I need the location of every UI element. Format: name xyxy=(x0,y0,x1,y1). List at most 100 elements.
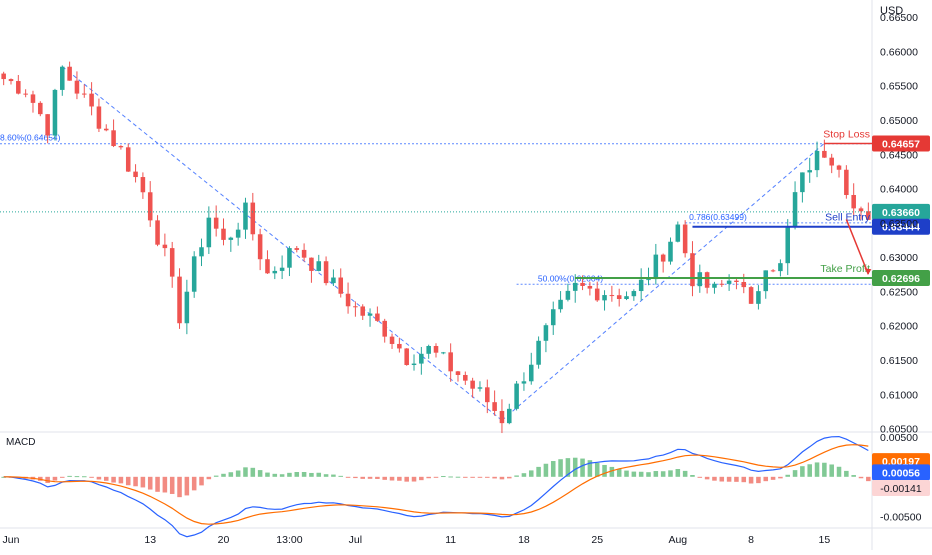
macd-histogram-bar xyxy=(770,476,776,480)
candle-up xyxy=(726,280,732,284)
candle-up xyxy=(763,270,769,292)
macd-histogram-bar xyxy=(697,476,703,478)
candle-down xyxy=(294,248,300,250)
macd-histogram-bar xyxy=(792,470,798,477)
macd-histogram-bar xyxy=(638,471,644,477)
candle-down xyxy=(38,102,43,115)
fib-level-label: 8.60%(0.64654) xyxy=(0,133,61,143)
macd-histogram-bar xyxy=(133,476,138,487)
candle-down xyxy=(836,165,842,170)
macd-histogram-bar xyxy=(822,462,827,477)
candle-down xyxy=(734,280,739,282)
macd-histogram-bar xyxy=(213,475,219,477)
axes: 0.66500 0.66000 0.65500 0.65000 0.64500 0.640… xyxy=(3,12,922,546)
price-axis-badge-label: 0.62696 xyxy=(882,273,920,285)
candle-up xyxy=(521,381,527,384)
candle-down xyxy=(433,345,439,353)
price-axis-badge xyxy=(872,135,930,152)
price-tick-label: 0.64500 xyxy=(880,149,918,161)
candle-down xyxy=(1,73,6,80)
macd-histogram-bar xyxy=(463,476,468,478)
macd-histogram-bar xyxy=(411,476,417,482)
candle-down xyxy=(829,157,834,166)
candle-down xyxy=(301,249,307,258)
price-tick-label: 0.61000 xyxy=(880,389,918,401)
candle-down xyxy=(704,272,710,288)
macd-histogram-bar xyxy=(470,476,475,478)
candle-down xyxy=(844,169,849,195)
macd-histogram-bar xyxy=(477,476,483,478)
macd-histogram-bar xyxy=(89,476,94,478)
candle-down xyxy=(309,257,314,271)
macd-histogram-bar xyxy=(60,476,65,478)
candle-down xyxy=(580,282,585,286)
candle-up xyxy=(60,66,65,90)
macd-histogram-bar xyxy=(206,476,212,480)
candle-down xyxy=(389,336,395,344)
candle-down xyxy=(499,410,505,424)
macd-histogram-bar xyxy=(719,476,725,482)
candle-down xyxy=(45,114,50,136)
macd-histogram-bar xyxy=(353,476,358,479)
candle-up xyxy=(316,261,322,271)
candle-down xyxy=(594,288,600,301)
candle-down xyxy=(404,348,409,366)
macd-histogram-bar xyxy=(682,470,688,477)
candle-down xyxy=(323,261,329,284)
macd-histogram-bar xyxy=(191,476,197,491)
macd-histogram-bar xyxy=(829,464,834,477)
macd-histogram-bar xyxy=(507,476,512,479)
macd-histogram-bar xyxy=(814,462,820,477)
candle-up xyxy=(52,89,58,136)
macd-histogram-bar xyxy=(250,467,256,477)
time-tick-label: Jun xyxy=(3,534,20,546)
macd-histogram-bar xyxy=(536,466,541,477)
macd-histogram-bar xyxy=(367,476,373,479)
macd-histogram-bar xyxy=(528,470,534,477)
macd-histogram-bar xyxy=(690,475,695,477)
candle-up xyxy=(550,309,556,326)
macd-histogram-bar xyxy=(257,470,263,477)
candle-down xyxy=(616,295,622,300)
candle-down xyxy=(23,93,28,95)
macd-histogram-bar xyxy=(836,466,842,477)
macd-histogram-bar xyxy=(389,476,395,481)
candle-up xyxy=(507,408,512,424)
price-axis-badge xyxy=(872,218,930,235)
candle-down xyxy=(257,234,263,260)
candle-down xyxy=(587,285,593,289)
macd-histogram-bar xyxy=(499,476,505,480)
macd-histogram-bar xyxy=(118,476,124,484)
candle-down xyxy=(851,194,856,209)
macd-histogram-bar xyxy=(616,469,622,477)
macd-histogram-bar xyxy=(609,466,615,477)
macd-histogram-bar xyxy=(631,471,637,477)
price-tick-label: 0.66500 xyxy=(880,12,918,24)
macd-histogram-bar xyxy=(624,470,629,477)
candle-down xyxy=(155,220,160,245)
candle-up xyxy=(272,270,278,274)
macd-histogram-bar xyxy=(382,476,387,480)
candle-down xyxy=(103,128,109,131)
macd-histogram-bar xyxy=(448,476,453,478)
macd-histogram-bar xyxy=(81,476,87,478)
fib-trend-line xyxy=(61,66,503,421)
candle-down xyxy=(118,146,124,148)
time-tick-label: 20 xyxy=(218,534,230,546)
macd-value-label: 0.00056 xyxy=(882,467,920,479)
macd-histogram-bar xyxy=(565,458,571,477)
candle-up xyxy=(668,241,673,262)
candle-up xyxy=(792,192,798,228)
macd-histogram-bar xyxy=(184,476,190,496)
candle-up xyxy=(624,296,629,300)
candle-down xyxy=(169,248,175,277)
macd-histogram-bar xyxy=(492,476,497,479)
candle-down xyxy=(221,228,226,240)
macd-histogram-bar xyxy=(660,471,666,477)
projection-arrowhead xyxy=(864,268,872,275)
macd-histogram-bar xyxy=(316,472,322,477)
macd-histogram-bar xyxy=(294,471,300,477)
macd-histogram-bar xyxy=(338,475,344,477)
